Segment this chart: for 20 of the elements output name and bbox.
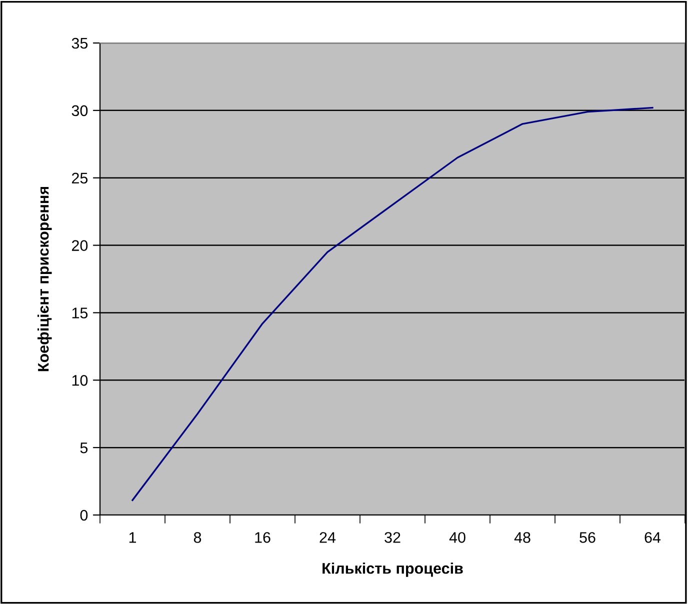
x-tick-label: 56: [580, 532, 596, 543]
y-tick-label: 30: [72, 105, 88, 116]
x-axis-title: Кількість процесів: [322, 562, 463, 577]
y-tick-label: 25: [72, 172, 88, 184]
x-tick-label: 8: [194, 532, 202, 543]
y-tick-label: 0: [80, 510, 88, 521]
x-tick-label: 32: [384, 532, 400, 543]
y-tick-label: 10: [72, 375, 88, 386]
y-axis-title: Коефіцієнт прискорення: [38, 186, 52, 372]
y-tick-label: 5: [80, 442, 88, 454]
x-tick-label: 24: [320, 532, 336, 543]
y-tick-label: 35: [72, 38, 88, 49]
x-tick-label: 48: [514, 532, 530, 543]
x-tick-label: 1: [129, 532, 136, 543]
line-series: [132, 106, 654, 501]
x-tick-label: 64: [644, 532, 661, 543]
x-tick-label: 40: [449, 532, 466, 543]
y-tick-label: 20: [72, 240, 88, 251]
x-tick-label: 16: [255, 532, 270, 543]
y-tick-label: 15: [72, 308, 88, 318]
